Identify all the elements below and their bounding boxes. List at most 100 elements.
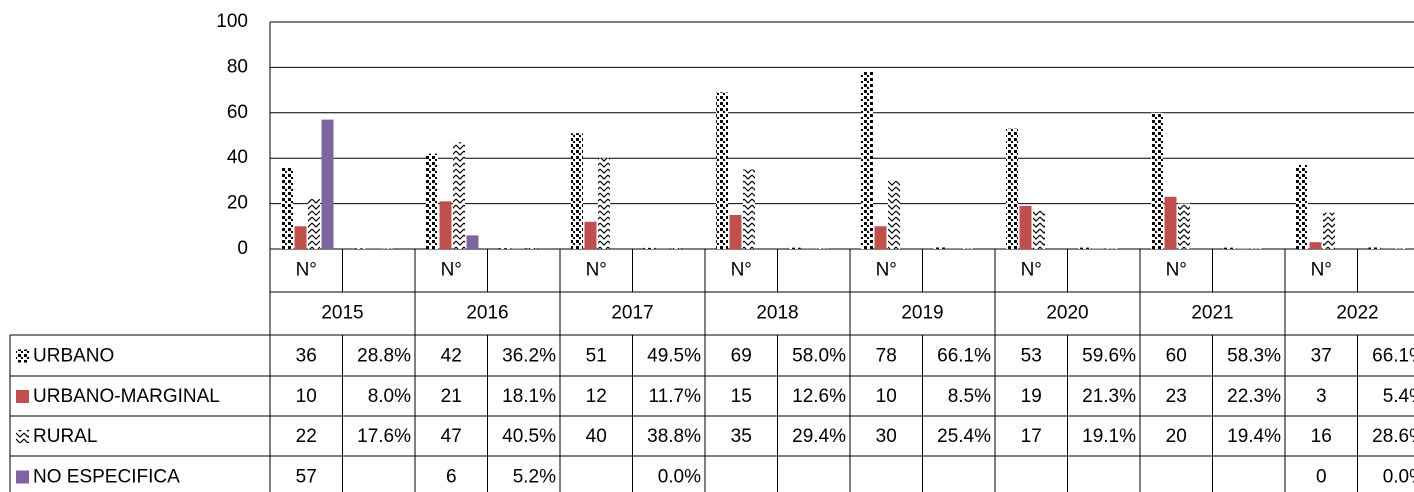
table-value: 19: [1021, 386, 1042, 407]
table-value: 40.5%: [502, 426, 556, 447]
bar: [1033, 210, 1045, 249]
table-value: 30: [876, 426, 897, 447]
table-value: 23: [1166, 386, 1187, 407]
table-value: 18.1%: [502, 386, 556, 407]
y-tick-label: 100: [216, 11, 248, 32]
bar: [1237, 248, 1249, 249]
legend-label: URBANO-MARGINAL: [33, 386, 220, 407]
legend-label: NO ESPECIFICA: [33, 467, 180, 488]
group-label: 2016: [466, 303, 508, 324]
legend-key: [16, 390, 29, 403]
x-tick-label: N°: [731, 260, 752, 281]
bar: [960, 248, 973, 249]
bar: [1151, 112, 1163, 249]
table-value: 5.2%: [513, 467, 556, 488]
bar: [1006, 128, 1018, 249]
table-value: 59.6%: [1082, 346, 1136, 367]
group-label: 2021: [1191, 303, 1233, 324]
table-value: 40: [586, 426, 607, 447]
x-tick-label: N°: [876, 260, 897, 281]
table-value: 0.0%: [658, 467, 701, 488]
bar: [788, 247, 801, 249]
legend-key: [16, 430, 29, 443]
bar: [716, 92, 728, 250]
bar: [1178, 203, 1190, 249]
table-value: 22: [296, 426, 317, 447]
table-value: 8.0%: [368, 386, 411, 407]
bar: [874, 226, 887, 249]
y-tick-label: 20: [227, 193, 248, 214]
table-value: 51: [586, 346, 607, 367]
bar: [1368, 247, 1381, 249]
group-label: 2019: [901, 303, 943, 324]
group-label: 2015: [321, 303, 363, 324]
table-value: 28.6%: [1372, 426, 1414, 447]
x-tick-label: N°: [1166, 260, 1187, 281]
table-value: 66.1%: [937, 346, 991, 367]
table-value: 21.3%: [1082, 386, 1136, 407]
bar: [584, 221, 597, 249]
x-tick-label: N°: [1311, 260, 1332, 281]
table-value: 58.0%: [792, 346, 846, 367]
table-value: 28.8%: [357, 346, 411, 367]
bar: [815, 248, 828, 249]
table-value: 49.5%: [647, 346, 701, 367]
bar: [498, 248, 511, 249]
y-tick-label: 80: [227, 56, 248, 77]
table-value: 66.1%: [1372, 346, 1414, 367]
y-tick-label: 60: [227, 102, 248, 123]
legend-key: [16, 470, 29, 484]
table-value: 12: [586, 386, 607, 407]
legend-label: RURAL: [33, 426, 97, 447]
x-tick-label: N°: [441, 260, 462, 281]
bar: [1164, 196, 1177, 249]
table-value: 8.5%: [948, 386, 991, 407]
table-value: 10: [876, 386, 897, 407]
y-tick-label: 40: [227, 147, 248, 168]
table-value: 58.3%: [1227, 346, 1281, 367]
bar: [598, 158, 610, 249]
table-value: 69: [731, 346, 752, 367]
bar: [321, 119, 334, 249]
table-value: 10: [296, 386, 317, 407]
table-value: 11.7%: [649, 386, 702, 407]
table-value: 0: [1316, 467, 1327, 488]
bar: [466, 235, 479, 249]
y-tick-label: 0: [237, 238, 248, 259]
bar: [294, 226, 307, 249]
bar: [1323, 212, 1335, 249]
bar: [353, 248, 366, 249]
bar: [1078, 247, 1091, 249]
table-value: 42: [441, 346, 462, 367]
bar: [281, 167, 293, 249]
table-value: 15: [731, 386, 752, 407]
table-value: 78: [876, 346, 897, 367]
table-value: 3: [1316, 386, 1327, 407]
table-value: 29.4%: [792, 426, 846, 447]
table-value: 37: [1311, 346, 1332, 367]
bar: [743, 169, 755, 249]
bar: [1019, 205, 1032, 249]
bar: [1395, 248, 1408, 249]
table-value: 17.6%: [357, 426, 411, 447]
table-value: 19.1%: [1082, 426, 1136, 447]
bar: [308, 199, 320, 249]
table-value: 19.4%: [1227, 426, 1281, 447]
table-value: 16: [1311, 426, 1332, 447]
group-label: 2018: [756, 303, 798, 324]
x-tick-label: N°: [296, 260, 317, 281]
bar: [426, 153, 438, 249]
bar: [525, 248, 538, 249]
table-value: 20: [1166, 426, 1187, 447]
table-value: 38.8%: [647, 426, 701, 447]
bar: [670, 248, 683, 249]
table-value: 60: [1166, 346, 1187, 367]
legend-label: URBANO: [33, 346, 114, 367]
legend-key: [16, 349, 29, 363]
group-label: 2017: [611, 303, 653, 324]
bar: [439, 201, 452, 249]
group-label: 2020: [1046, 303, 1088, 324]
table-value: 5.4%: [1383, 386, 1414, 407]
table-value: 17: [1021, 426, 1042, 447]
bar: [1309, 242, 1322, 249]
